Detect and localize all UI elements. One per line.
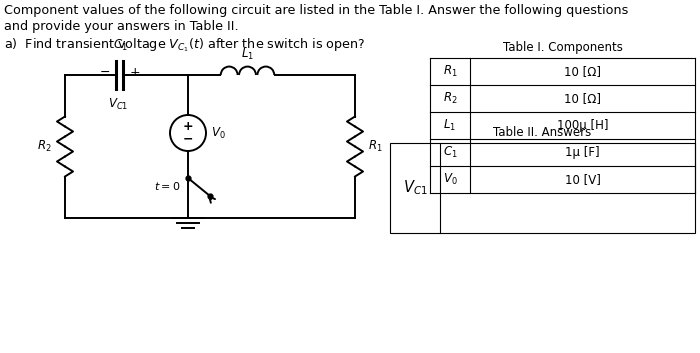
Text: −: − [183,132,193,145]
Text: +: + [130,66,141,78]
Text: $V_0$: $V_0$ [211,125,225,140]
Text: $R_2$: $R_2$ [442,91,457,106]
Text: 10 [Ω]: 10 [Ω] [564,92,601,105]
Text: $V_{C1}$: $V_{C1}$ [108,97,128,112]
Bar [390,143,695,233]
Text: +: + [183,120,193,132]
Text: Table I. Components: Table I. Components [503,41,622,54]
Text: $t=0$: $t=0$ [154,180,180,192]
Text: Table II. Answers: Table II. Answers [494,126,592,139]
Text: Component values of the following circuit are listed in the Table I. Answer the : Component values of the following circui… [4,4,629,17]
Text: 10 [Ω]: 10 [Ω] [564,65,601,78]
Text: 1μ [F]: 1μ [F] [565,146,600,159]
Text: $V_0$: $V_0$ [442,172,457,187]
Text: 100μ [H]: 100μ [H] [556,119,608,132]
Text: a)  Find transient voltage $V_{C_1}(t)$ after the switch is open?: a) Find transient voltage $V_{C_1}(t)$ a… [4,36,365,54]
Text: $L_1$: $L_1$ [444,118,456,133]
Text: $L_1$: $L_1$ [241,47,254,62]
Text: $C_1$: $C_1$ [442,145,457,160]
Text: $C_1$: $C_1$ [113,38,127,53]
Text: −: − [99,66,110,78]
Text: $V_{C1}$: $V_{C1}$ [402,179,427,197]
Text: $R_2$: $R_2$ [37,139,52,154]
Text: $R_1$: $R_1$ [368,139,383,154]
Text: 10 [V]: 10 [V] [565,173,601,186]
Text: and provide your answers in Table II.: and provide your answers in Table II. [4,20,239,33]
Text: $R_1$: $R_1$ [442,64,457,79]
